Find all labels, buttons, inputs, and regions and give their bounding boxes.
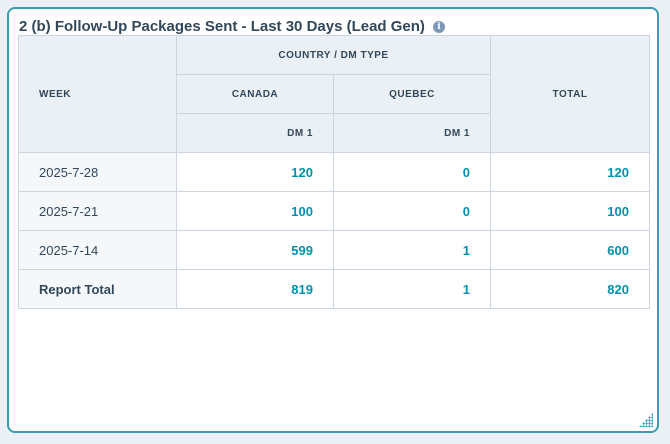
quebec-dm1-value[interactable]: 0 xyxy=(333,191,491,231)
report-card: 2 (b) Follow-Up Packages Sent - Last 30 … xyxy=(7,7,659,433)
info-icon[interactable]: i xyxy=(432,20,445,33)
canada-dm1-header[interactable]: DM 1 xyxy=(176,113,334,153)
row-total-value[interactable]: 100 xyxy=(490,191,650,231)
report-total-label: Report Total xyxy=(18,269,177,309)
quebec-column-header[interactable]: QUEBEC xyxy=(333,74,491,114)
report-total-quebec-value[interactable]: 1 xyxy=(333,269,491,309)
report-header: 2 (b) Follow-Up Packages Sent - Last 30 … xyxy=(19,18,445,35)
week-column-header[interactable]: WEEK xyxy=(18,35,177,153)
report-total-row: Report Total 819 1 820 xyxy=(18,269,650,309)
country-dm-type-header: COUNTRY / DM TYPE xyxy=(176,35,491,75)
canada-dm1-value[interactable]: 599 xyxy=(176,230,334,270)
week-cell: 2025-7-21 xyxy=(18,191,177,231)
canada-dm1-value[interactable]: 120 xyxy=(176,152,334,192)
total-column-header[interactable]: TOTAL xyxy=(490,35,650,153)
table-row: 2025-7-21 100 0 100 xyxy=(18,191,650,231)
row-total-value[interactable]: 120 xyxy=(490,152,650,192)
quebec-dm1-value[interactable]: 0 xyxy=(333,152,491,192)
table-row: 2025-7-14 599 1 600 xyxy=(18,230,650,270)
week-cell: 2025-7-14 xyxy=(18,230,177,270)
report-table: WEEK COUNTRY / DM TYPE TOTAL CANADA QUEB… xyxy=(18,35,650,309)
quebec-dm1-header[interactable]: DM 1 xyxy=(333,113,491,153)
report-grand-total-value[interactable]: 820 xyxy=(490,269,650,309)
canada-dm1-value[interactable]: 100 xyxy=(176,191,334,231)
week-cell: 2025-7-28 xyxy=(18,152,177,192)
quebec-dm1-value[interactable]: 1 xyxy=(333,230,491,270)
canada-column-header[interactable]: CANADA xyxy=(176,74,334,114)
table-row: 2025-7-28 120 0 120 xyxy=(18,152,650,192)
row-total-value[interactable]: 600 xyxy=(490,230,650,270)
report-total-canada-value[interactable]: 819 xyxy=(176,269,334,309)
resize-handle-icon[interactable] xyxy=(639,413,653,427)
report-title: 2 (b) Follow-Up Packages Sent - Last 30 … xyxy=(19,18,425,35)
